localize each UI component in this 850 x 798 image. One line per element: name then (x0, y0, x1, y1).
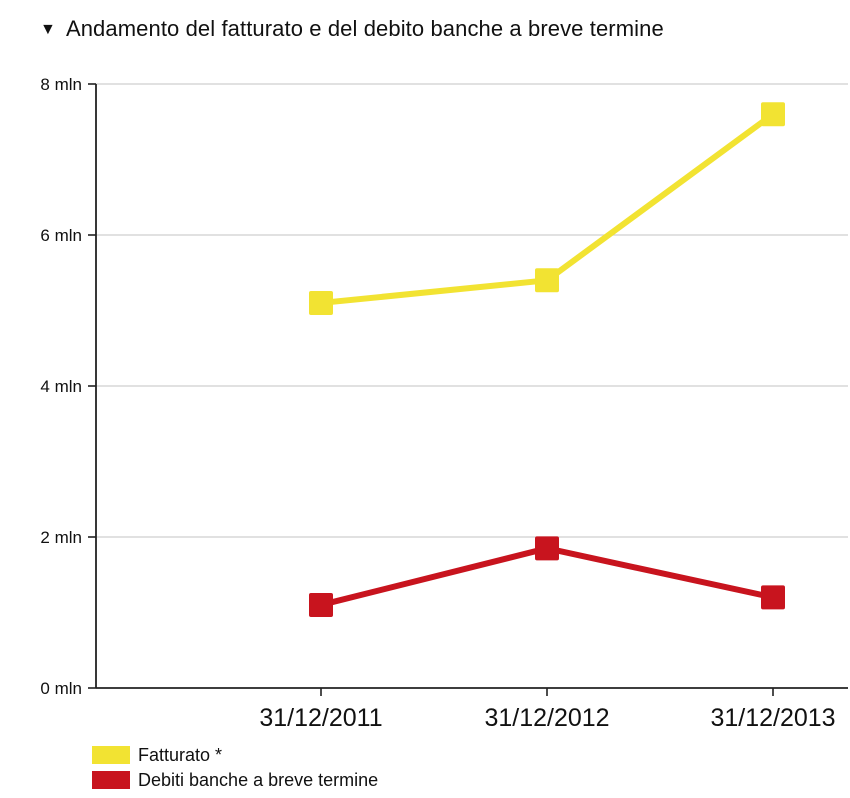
data-point-debiti[interactable] (535, 536, 559, 561)
y-tick-label: 8 mln (40, 75, 82, 94)
x-tick-label: 31/12/2013 (710, 704, 835, 732)
x-tick-label: 31/12/2012 (484, 704, 609, 732)
data-point-debiti[interactable] (761, 585, 785, 610)
y-tick-label: 4 mln (40, 377, 82, 396)
data-point-debiti[interactable] (309, 592, 333, 617)
legend-label-fatturato: Fatturato * (138, 745, 223, 765)
legend-label-debiti: Debiti banche a breve termine (138, 770, 379, 790)
data-point-fatturato[interactable] (761, 102, 785, 127)
y-tick-label: 6 mln (40, 226, 82, 245)
legend-item-fatturato[interactable]: Fatturato * (92, 744, 378, 766)
chart-title: Andamento del fatturato e del debito ban… (65, 16, 664, 41)
data-point-fatturato[interactable] (535, 268, 559, 293)
data-point-fatturato[interactable] (309, 290, 333, 315)
y-axis-ticks: 0 mln 2 mln 4 mln 6 mln 8 mln (40, 75, 96, 698)
x-axis-ticks: 31/12/2011 31/12/2012 31/12/2013 (259, 688, 836, 732)
legend-item-debiti[interactable]: Debiti banche a breve termine (92, 769, 378, 791)
legend-swatch-debiti (92, 771, 130, 789)
grid-lines (96, 83, 848, 538)
legend: Fatturato * Debiti banche a breve termin… (92, 744, 378, 791)
legend-swatch-fatturato (92, 746, 130, 764)
y-tick-label: 0 mln (40, 679, 82, 698)
y-tick-label: 2 mln (40, 528, 82, 547)
x-tick-label: 31/12/2011 (259, 704, 382, 732)
series-layer (309, 102, 785, 617)
collapse-triangle-icon[interactable]: ▼ (40, 20, 56, 38)
chart-header[interactable]: ▼ Andamento del fatturato e del debito b… (40, 14, 664, 44)
